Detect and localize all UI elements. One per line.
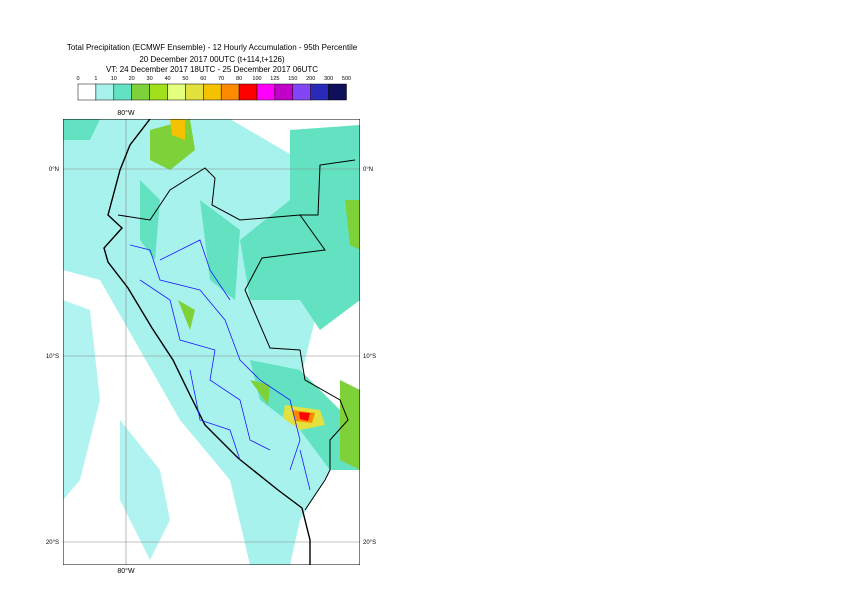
legend-label: 20 — [129, 76, 135, 82]
legend: 0 1 10 20 30 40 50 60 70 80 100 125 150 200 300 500 — [76, 76, 351, 101]
legend-label: 150 — [288, 76, 297, 82]
legend-swatch — [328, 83, 347, 101]
legend-label: 10 — [111, 76, 117, 82]
legend-label: 70 — [218, 76, 224, 82]
legend-swatch — [113, 83, 132, 101]
legend-swatch — [131, 83, 150, 101]
legend-label: 60 — [200, 76, 206, 82]
title: Total Precipitation (ECMWF Ensemble) - 1… — [67, 43, 358, 52]
legend-swatch — [167, 83, 186, 101]
subtitle: 20 December 2017 00UTC (t+114,t+126) — [139, 55, 285, 64]
legend-label: 1 — [94, 76, 97, 82]
legend-label: 100 — [252, 76, 261, 82]
lat-label: 10°S — [363, 354, 376, 360]
legend-label: 50 — [182, 76, 188, 82]
legend-swatch — [256, 83, 276, 101]
lat-label: 0°N — [49, 167, 59, 173]
legend-swatch — [292, 83, 311, 101]
legend-swatch — [185, 83, 204, 101]
legend-swatch — [310, 83, 329, 101]
lat-label: 20°S — [363, 540, 376, 546]
legend-swatch — [77, 83, 97, 101]
legend-swatch — [220, 83, 240, 101]
legend-swatch — [274, 83, 294, 101]
legend-label: 80 — [236, 76, 242, 82]
map — [63, 119, 360, 565]
legend-label: 500 — [342, 76, 351, 82]
legend-swatch — [149, 83, 168, 101]
legend-swatch — [95, 83, 115, 101]
legend-label: 125 — [270, 76, 279, 82]
legend-label: 40 — [164, 76, 170, 82]
grid-labels: 80°W 80°W 0°N 0°N 10°S 10°S 20°S 20°S — [46, 109, 376, 575]
legend-swatch — [203, 83, 222, 101]
legend-label: 200 — [306, 76, 315, 82]
legend-label: 0 — [76, 76, 79, 82]
legend-label: 30 — [147, 76, 153, 82]
lat-label: 20°S — [46, 540, 59, 546]
lon-label: 80°W — [117, 109, 135, 117]
lat-label: 10°S — [46, 354, 59, 360]
lat-label: 0°N — [363, 167, 373, 173]
lon-label: 80°W — [117, 567, 135, 575]
legend-label: 300 — [324, 76, 333, 82]
subtitle: VT: 24 December 2017 18UTC - 25 December… — [106, 65, 318, 74]
legend-swatch — [238, 83, 258, 101]
